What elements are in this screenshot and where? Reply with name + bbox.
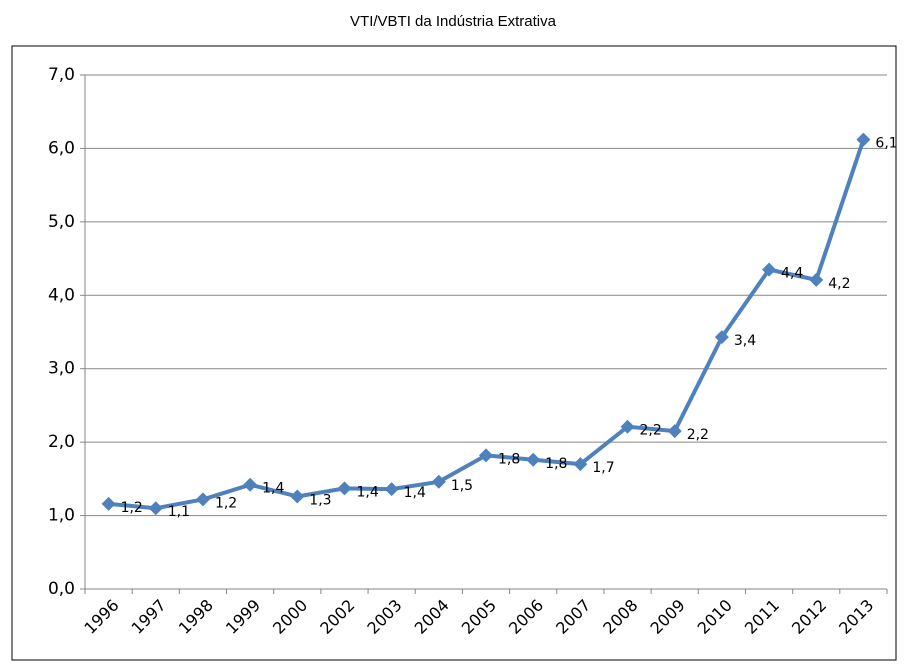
data-point bbox=[620, 419, 635, 434]
data-point bbox=[714, 330, 729, 345]
data-point bbox=[337, 481, 352, 496]
data-point bbox=[243, 477, 258, 492]
data-label: 1,4 bbox=[356, 484, 378, 500]
data-point bbox=[148, 501, 163, 516]
data-label: 4,4 bbox=[781, 266, 803, 282]
data-label: 2,2 bbox=[640, 423, 662, 439]
data-label: 1,2 bbox=[121, 500, 143, 516]
data-label: 1,4 bbox=[262, 481, 284, 497]
y-tick-label: 4,0 bbox=[48, 285, 75, 305]
data-point bbox=[526, 452, 541, 467]
data-label: 1,1 bbox=[168, 504, 190, 520]
data-point bbox=[809, 272, 824, 287]
y-tick-label: 5,0 bbox=[48, 212, 75, 232]
y-tick-label: 6,0 bbox=[48, 138, 75, 158]
data-label: 2,2 bbox=[687, 427, 709, 443]
data-label: 1,4 bbox=[404, 485, 426, 501]
data-label: 1,3 bbox=[309, 492, 331, 508]
data-point bbox=[573, 457, 588, 472]
data-label: 1,8 bbox=[545, 456, 567, 472]
data-label: 1,2 bbox=[215, 495, 237, 511]
data-point bbox=[762, 262, 777, 277]
data-point bbox=[856, 132, 871, 147]
data-point bbox=[384, 482, 399, 497]
data-point bbox=[290, 489, 305, 504]
data-label: 3,4 bbox=[734, 333, 756, 349]
y-tick-label: 2,0 bbox=[48, 432, 75, 452]
data-label: 1,7 bbox=[592, 460, 614, 476]
data-point bbox=[101, 496, 116, 511]
chart-border bbox=[11, 45, 897, 661]
data-point bbox=[431, 474, 446, 489]
data-label: 1,5 bbox=[451, 478, 473, 494]
chart-title: VTI/VBTI da Indústria Extrativa bbox=[350, 13, 557, 30]
data-point bbox=[667, 424, 682, 439]
y-tick-label: 3,0 bbox=[48, 359, 75, 379]
data-label: 6,1 bbox=[875, 136, 897, 152]
data-point bbox=[195, 492, 210, 507]
data-label: 4,2 bbox=[828, 276, 850, 292]
y-tick-label: 7,0 bbox=[48, 65, 75, 85]
data-point bbox=[479, 448, 493, 463]
data-label: 1,8 bbox=[498, 451, 520, 467]
y-tick-label: 0,0 bbox=[48, 579, 75, 599]
y-tick-label: 1,0 bbox=[48, 506, 75, 526]
